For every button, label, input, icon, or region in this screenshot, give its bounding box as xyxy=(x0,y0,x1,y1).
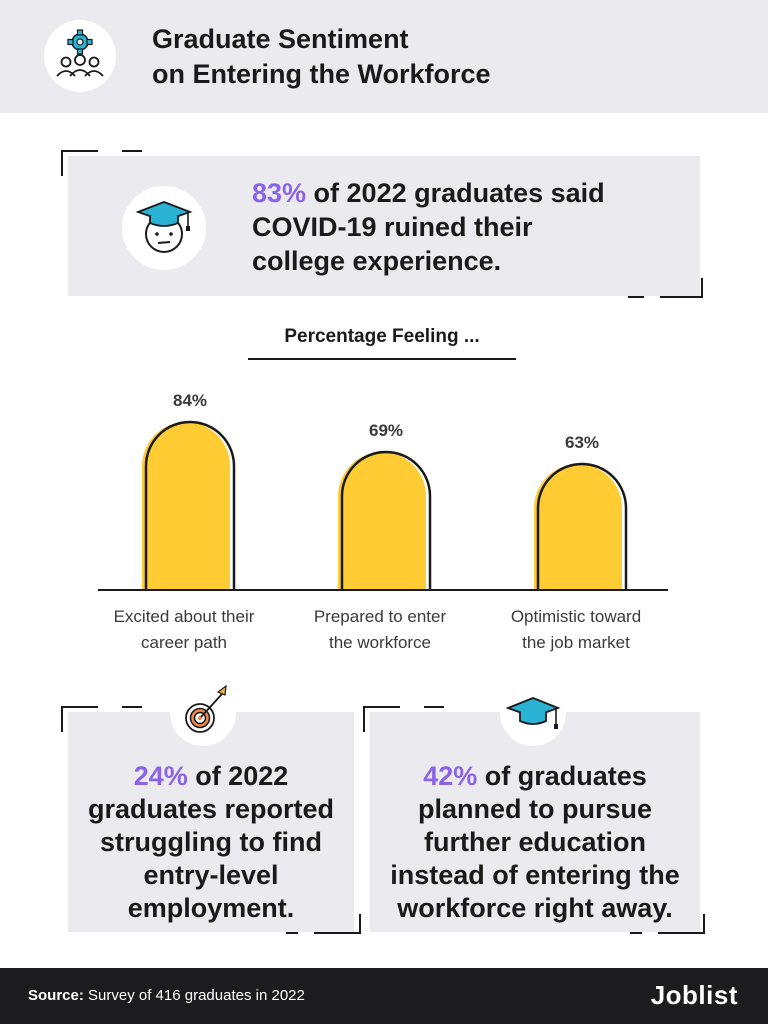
target-dart-icon xyxy=(170,680,236,746)
bar-2 xyxy=(338,452,426,590)
bar-outline-1 xyxy=(144,420,236,590)
title-line-1: Graduate Sentiment xyxy=(152,24,409,54)
education-stat-value: 42% xyxy=(423,761,478,791)
category-label-2-line-1: Prepared to enter xyxy=(314,607,447,626)
bar-outline-2 xyxy=(340,450,432,590)
category-label-3-line-1: Optimistic toward xyxy=(511,607,641,626)
category-label-1-line-1: Excited about their xyxy=(114,607,255,626)
category-label-3-line-2: the job market xyxy=(522,633,630,652)
education-stat-line-5: workforce right away. xyxy=(397,893,673,923)
chart-title-underline xyxy=(248,358,516,360)
title-line-2: on Entering the Workforce xyxy=(152,59,491,89)
covid-stat-value: 83% xyxy=(252,178,307,208)
bar-3 xyxy=(534,464,622,590)
source-label: Source: xyxy=(28,987,84,1004)
joblist-logo: Joblist xyxy=(650,980,738,1010)
category-label-2-line-2: the workforce xyxy=(329,633,431,652)
job-search-stat-line-5: employment. xyxy=(127,893,295,923)
source-text: Survey of 416 graduates in 2022 xyxy=(83,987,305,1004)
covid-stat-line-1: of 2022 graduates said xyxy=(306,178,605,208)
education-stat-card: 42% of graduates planned to pursue furth… xyxy=(370,712,700,932)
bar-1 xyxy=(142,422,230,590)
corner-bracket-right-card-top xyxy=(363,706,444,732)
sentiment-bar-chart: 84% Excited about their career path 69% Prep… xyxy=(98,391,668,652)
job-search-stat-line-3: struggling to find xyxy=(100,827,322,857)
corner-bracket-right-card-bottom xyxy=(630,914,705,934)
category-label-1-line-2: career path xyxy=(141,633,227,652)
education-stat-line-2: planned to pursue xyxy=(417,794,652,824)
graduate-face-icon xyxy=(122,186,206,270)
gear-people-icon xyxy=(44,20,116,92)
education-stat-text: 42% of graduates planned to pursue furth… xyxy=(380,760,690,925)
bar-outline-3 xyxy=(536,462,628,590)
job-search-stat-line-2: graduates reported xyxy=(87,794,335,824)
header: Graduate Sentiment on Entering the Workf… xyxy=(0,0,768,113)
education-stat-line-1: of graduates xyxy=(477,761,647,791)
covid-stat-line-3: college experience. xyxy=(252,246,502,276)
page-title: Graduate Sentiment on Entering the Workf… xyxy=(152,22,491,92)
job-search-stat-line-4: entry-level xyxy=(143,860,279,890)
job-search-stat-text: 24% of 2022 graduates reported strugglin… xyxy=(78,760,344,925)
covid-stat-text: 83% of 2022 graduates said COVID-19 ruin… xyxy=(252,176,672,278)
education-stat-line-3: further education xyxy=(423,827,646,857)
value-label-3: 63% xyxy=(565,433,599,452)
corner-bracket-left-card-bottom xyxy=(286,914,361,934)
job-search-stat-card: 24% of 2022 graduates reported strugglin… xyxy=(68,712,354,932)
value-label-2: 69% xyxy=(369,421,403,440)
footer: Source: Survey of 416 graduates in 2022 … xyxy=(0,968,768,1024)
source-note: Source: Survey of 416 graduates in 2022 xyxy=(28,987,305,1004)
chart-title: Percentage Feeling ... xyxy=(284,326,480,347)
corner-bracket-top-left xyxy=(61,150,142,176)
covid-stat-line-2: COVID-19 ruined their xyxy=(252,212,533,242)
corner-bracket-bottom-right xyxy=(628,278,703,298)
graduation-cap-icon xyxy=(500,680,566,746)
value-label-1: 84% xyxy=(173,391,207,410)
covid-stat-card: 83% of 2022 graduates said COVID-19 ruin… xyxy=(68,156,700,296)
corner-bracket-left-card-top xyxy=(61,706,142,732)
job-search-stat-value: 24% xyxy=(133,761,188,791)
job-search-stat-line-1: of 2022 xyxy=(187,761,289,791)
education-stat-line-4: instead of entering the xyxy=(390,860,680,890)
